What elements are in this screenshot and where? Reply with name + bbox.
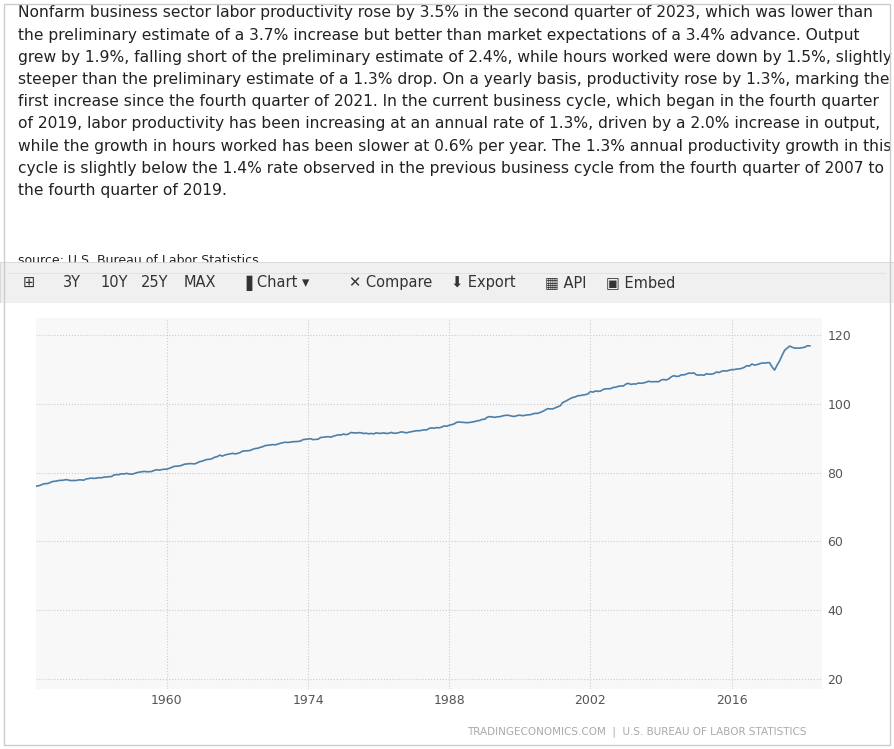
Text: TRADINGECONOMICS.COM  |  U.S. BUREAU OF LABOR STATISTICS: TRADINGECONOMICS.COM | U.S. BUREAU OF LA… xyxy=(468,727,806,737)
Text: 25Y: 25Y xyxy=(141,275,169,291)
Text: ▐ Chart ▾: ▐ Chart ▾ xyxy=(241,275,309,291)
Text: 3Y: 3Y xyxy=(63,275,80,291)
Text: ✕ Compare: ✕ Compare xyxy=(349,275,432,291)
Text: MAX: MAX xyxy=(183,275,215,291)
Text: ▣ Embed: ▣ Embed xyxy=(606,275,676,291)
Text: ⊞: ⊞ xyxy=(22,275,35,291)
Text: source: U.S. Bureau of Labor Statistics: source: U.S. Bureau of Labor Statistics xyxy=(18,254,258,267)
Text: ⬇ Export: ⬇ Export xyxy=(451,275,516,291)
Text: 10Y: 10Y xyxy=(100,275,128,291)
Text: Nonfarm business sector labor productivity rose by 3.5% in the second quarter of: Nonfarm business sector labor productivi… xyxy=(18,5,891,198)
FancyBboxPatch shape xyxy=(0,262,894,303)
Text: ▦ API: ▦ API xyxy=(545,275,586,291)
